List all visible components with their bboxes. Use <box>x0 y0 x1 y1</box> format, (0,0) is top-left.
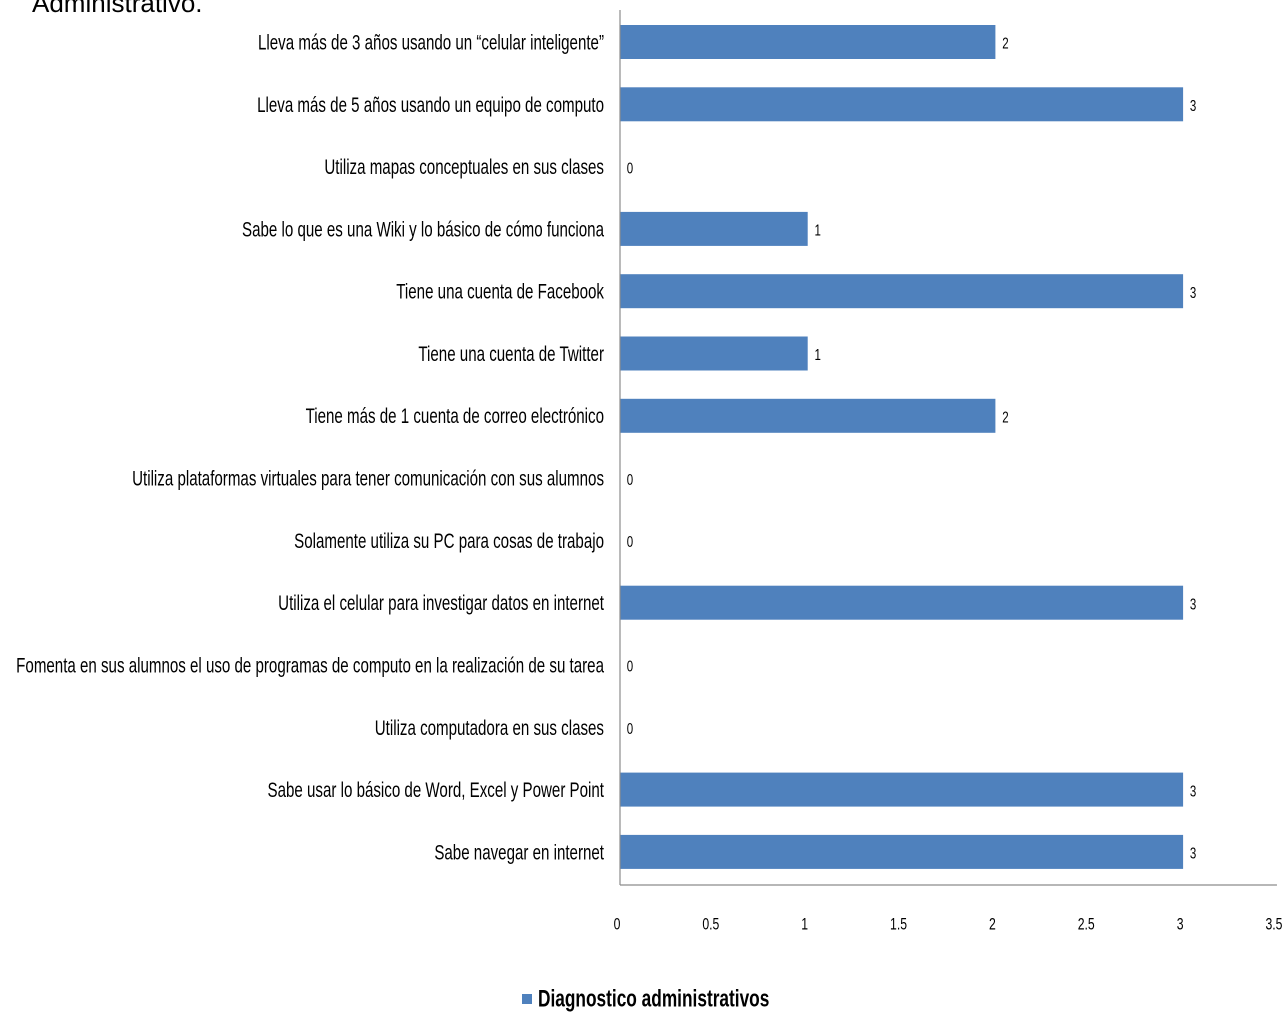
legend: Diagnostico administrativos <box>522 986 769 1012</box>
category-labels-group: Lleva más de 3 años usando un “celular i… <box>16 30 605 864</box>
bar <box>620 211 808 246</box>
x-tick-label: 0.5 <box>702 916 719 934</box>
category-label: Sabe navegar en internet <box>434 840 604 864</box>
x-tick-label: 1.5 <box>890 916 907 934</box>
value-label: 1 <box>814 221 821 239</box>
category-label: Sabe lo que es una Wiki y lo básico de c… <box>242 217 605 241</box>
value-label: 1 <box>814 345 821 363</box>
bar <box>620 274 1184 309</box>
bar <box>620 772 1184 807</box>
value-label: 3 <box>1190 844 1197 862</box>
axes-group <box>619 10 1277 886</box>
x-tick-label: 3.5 <box>1265 916 1282 934</box>
x-tick-label: 2.5 <box>1078 916 1095 934</box>
legend-label: Diagnostico administrativos <box>538 986 769 1012</box>
value-label: 2 <box>1002 408 1009 426</box>
category-label: Utiliza el celular para investigar datos… <box>278 591 604 615</box>
bar <box>620 834 1184 869</box>
category-label: Utiliza mapas conceptuales en sus clases <box>324 155 604 179</box>
x-tick-label: 3 <box>1177 916 1184 934</box>
bars-group <box>620 25 1184 869</box>
category-label: Solamente utiliza su PC para cosas de tr… <box>294 528 604 552</box>
bar <box>620 585 1184 620</box>
category-label: Tiene una cuenta de Twitter <box>418 341 604 365</box>
value-label: 2 <box>1002 34 1009 52</box>
value-label: 0 <box>627 719 634 737</box>
bar <box>620 87 1184 122</box>
category-label: Tiene una cuenta de Facebook <box>396 279 604 303</box>
category-label: Lleva más de 5 años usando un equipo de … <box>257 92 604 116</box>
x-tick-label: 0 <box>614 916 621 934</box>
category-label: Lleva más de 3 años usando un “celular i… <box>258 30 604 54</box>
x-tick-labels-group: 0 0.5 1 1.5 2 2.5 3 3.5 <box>614 916 1283 934</box>
category-label: Utiliza plataformas virtuales para tener… <box>132 466 604 490</box>
category-label: Utiliza computadora en sus clases <box>375 715 604 739</box>
value-label: 3 <box>1190 283 1197 301</box>
x-tick-label: 1 <box>801 916 808 934</box>
category-label: Fomenta en sus alumnos el uso de program… <box>16 653 604 677</box>
value-label: 0 <box>627 657 634 675</box>
value-label: 3 <box>1190 96 1197 114</box>
bar <box>620 398 996 433</box>
page-caption: Administrativo. <box>32 0 203 18</box>
value-label: 3 <box>1190 595 1197 613</box>
value-label: 0 <box>627 532 634 550</box>
x-tick-label: 2 <box>989 916 996 934</box>
value-label: 0 <box>627 470 634 488</box>
value-label: 3 <box>1190 781 1197 799</box>
value-label: 0 <box>627 158 634 176</box>
legend-swatch <box>522 994 532 1004</box>
category-label: Sabe usar lo básico de Word, Excel y Pow… <box>268 778 604 802</box>
category-label: Tiene más de 1 cuenta de correo electrón… <box>306 404 604 428</box>
value-labels-group: 2 3 0 1 3 1 2 0 0 3 0 0 3 3 <box>627 34 1197 862</box>
bar <box>620 25 996 59</box>
bar <box>620 336 808 371</box>
